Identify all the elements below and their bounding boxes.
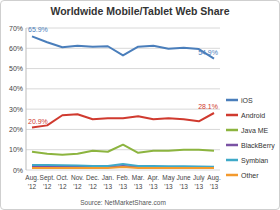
- x-tick-label-part: Apr.: [148, 174, 160, 182]
- x-tick-label-part: Aug.: [207, 174, 221, 182]
- legend-label: Other: [241, 172, 259, 179]
- x-tick-label-part: '13: [210, 183, 219, 190]
- x-tick-label-part: '13: [104, 183, 113, 190]
- series-line: [32, 36, 214, 58]
- y-tick-label: 70%: [9, 25, 23, 32]
- y-tick-label: 50%: [9, 65, 23, 72]
- data-label: 20.9%: [28, 118, 48, 125]
- grid-line: [26, 170, 220, 171]
- x-tick-label: Oct. '12: [56, 174, 68, 190]
- legend-label: Android: [241, 112, 265, 119]
- legend-label: Java ME: [241, 127, 269, 134]
- x-tick-label-part: '13: [149, 183, 158, 190]
- y-axis: [26, 28, 27, 170]
- y-tick-label: 30%: [9, 106, 23, 113]
- x-tick-label-part: Oct.: [56, 174, 68, 181]
- source: Source: NetMarketShare.com: [80, 199, 166, 206]
- x-tick-label-part: Nov.: [71, 174, 84, 181]
- x-tick-label: June '13: [177, 174, 191, 190]
- y-tick-label: 10%: [9, 146, 23, 153]
- x-tick-label-part: Mar.: [132, 174, 145, 181]
- x-tick-label-part: '13: [119, 183, 128, 190]
- x-tick-label-part: '13: [195, 183, 204, 190]
- x-tick-label-part: Feb.: [116, 174, 129, 181]
- y-tick-label: 20%: [9, 126, 23, 133]
- grid-line: [26, 129, 220, 130]
- y-tick-label: 60%: [9, 45, 23, 52]
- x-tick-label: Dec. '12: [86, 174, 100, 190]
- x-tick-label: Nov. '12: [71, 174, 84, 190]
- x-tick-label-part: Jan.: [102, 174, 114, 181]
- x-tick-label: Jan. '13: [102, 174, 114, 190]
- y-tick-label: 40%: [9, 85, 23, 92]
- legend-swatch: [226, 99, 238, 102]
- legend-swatch: [226, 114, 238, 117]
- data-label: 65.9%: [28, 26, 48, 33]
- data-label: 28.1%: [198, 103, 218, 110]
- grid-line: [26, 88, 220, 89]
- x-tick-label-part: '13: [164, 183, 173, 190]
- x-tick-label-part: Sept.: [40, 174, 55, 182]
- legend-label: iOS: [241, 97, 253, 104]
- grid-line: [26, 109, 220, 110]
- x-tick-label-part: '12: [73, 183, 82, 190]
- x-tick-label-part: Aug.: [25, 174, 39, 182]
- legend-label: Symbian: [241, 157, 268, 165]
- series-line: [32, 113, 214, 128]
- x-tick-label-part: May: [162, 174, 175, 182]
- x-tick-label-part: June: [177, 174, 191, 181]
- x-tick-label: May'13: [162, 174, 175, 190]
- title: Worldwide Mobile/Tablet Web Share: [50, 5, 229, 17]
- legend-swatch: [226, 159, 238, 162]
- series-line: [32, 167, 214, 168]
- x-tick-label-part: '12: [28, 183, 37, 190]
- grid-line: [26, 68, 220, 69]
- x-tick-label-part: July: [193, 174, 205, 182]
- x-tick-label: Mar. '13: [132, 174, 145, 190]
- x-tick-label: July'13: [193, 174, 205, 190]
- legend-swatch: [226, 129, 238, 132]
- y-tick-label: 0%: [13, 167, 23, 174]
- data-label: 54.9%: [198, 49, 218, 56]
- x-tick-label: Sept.'12: [40, 174, 55, 190]
- x-tick-label-part: Dec.: [86, 174, 100, 181]
- x-tick-label: Feb. '13: [116, 174, 129, 190]
- legend-label: BlackBerry: [241, 142, 275, 150]
- x-tick-label: Aug.'12: [25, 174, 39, 190]
- plot-area: [32, 36, 214, 168]
- x-tick-label-part: '12: [58, 183, 67, 190]
- series-line: [32, 145, 214, 155]
- legend-swatch: [226, 144, 238, 147]
- x-tick-label: Aug.'13: [207, 174, 221, 190]
- x-tick-label-part: '13: [134, 183, 143, 190]
- chart: Worldwide Mobile/Tablet Web Share 0% 10% 20…: [0, 0, 280, 210]
- grid-line: [26, 28, 220, 29]
- x-tick-label-part: '12: [43, 183, 52, 190]
- legend-swatch: [226, 174, 238, 177]
- x-tick-label-part: '13: [179, 183, 188, 190]
- x-tick-label-part: '12: [88, 183, 97, 190]
- x-tick-label: Apr.'13: [148, 174, 160, 190]
